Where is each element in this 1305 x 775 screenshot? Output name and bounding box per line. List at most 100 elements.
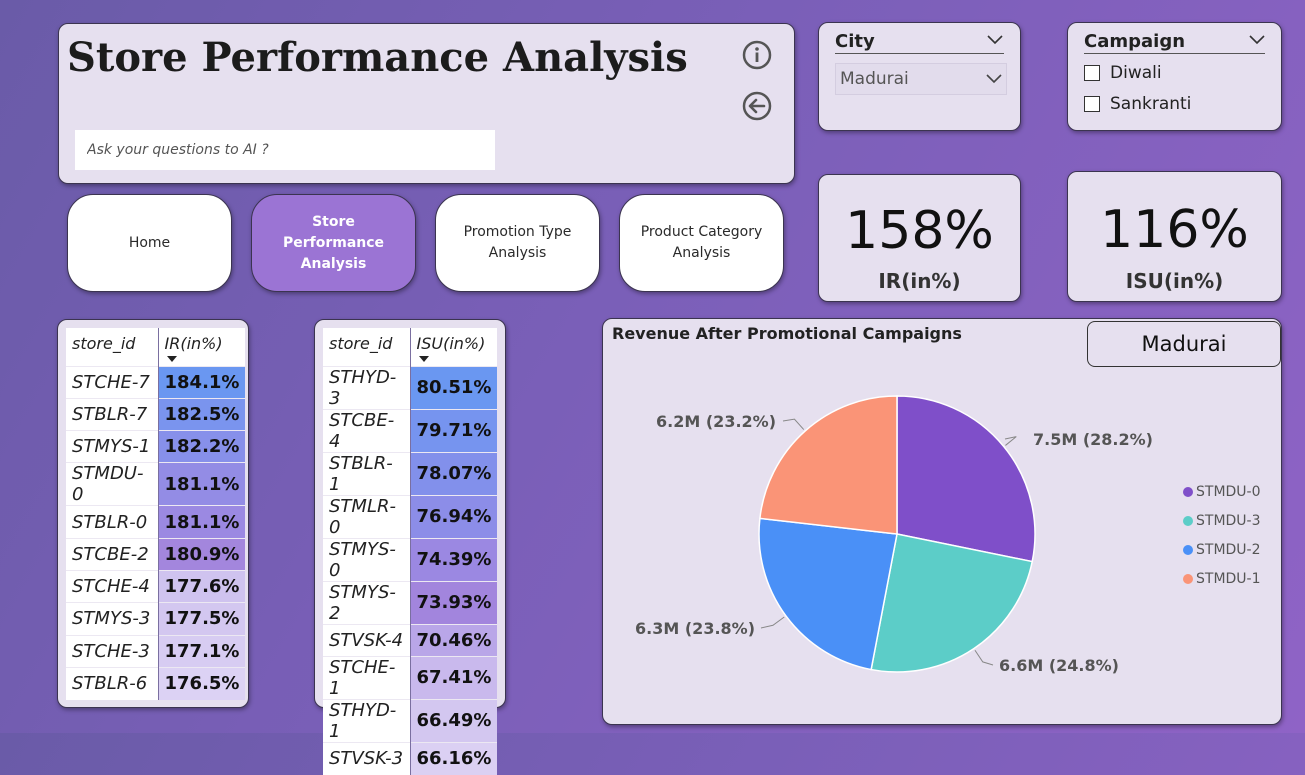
chart-title: Revenue After Promotional Campaigns (612, 324, 962, 343)
city-dropdown-value: Madurai (840, 69, 909, 89)
pie-data-label: 6.6M (24.8%) (999, 656, 1119, 675)
table-header-store-id[interactable]: store_id (323, 328, 410, 366)
table-row[interactable]: STCHE-3 177.1% (66, 634, 246, 668)
table-row[interactable]: STMYS-2 73.93% (323, 580, 498, 624)
value-cell: 182.5% (157, 397, 246, 431)
table-row[interactable]: STMYS-1 182.2% (66, 430, 246, 463)
product-category-button-label: Product Category Analysis (640, 224, 763, 261)
table-header-isu[interactable]: ISU(in%) (409, 328, 498, 366)
table-row[interactable]: STMLR-0 76.94% (323, 494, 498, 538)
revenue-pie-chart: 7.5M (28.2%) 6.6M (24.8%) 6.3M (23.8%) 6.2M… (635, 395, 1153, 675)
table-row[interactable]: STBLR-1 78.07% (323, 451, 498, 495)
pie-data-label: 6.2M (23.2%) (656, 412, 776, 431)
table-row[interactable]: STHYD-3 80.51% (323, 365, 498, 409)
store-performance-button-label: Store Performance Analysis (282, 213, 385, 272)
table-row[interactable]: STCHE-1 67.41% (323, 655, 498, 700)
city-slicer: City Madurai (818, 22, 1021, 131)
isu-table-card: store_id ISU(in%) STHYD-3 80.51% STCBE-4 79… (314, 319, 506, 775)
table-row[interactable]: STCHE-7 184.1% (66, 365, 246, 399)
legend-label: STMDU-3 (1196, 513, 1261, 529)
store-id-cell: STVSK-3 (323, 741, 410, 775)
table-row[interactable]: STCHE-4 177.6% (66, 569, 246, 603)
pie-slice-stmdu-0[interactable] (896, 395, 1036, 563)
store-id-cell: STMYS-1 (66, 430, 158, 463)
legend-dot (1183, 574, 1193, 584)
value-cell: 177.5% (157, 602, 246, 636)
store-id-cell: STBLR-1 (323, 451, 410, 495)
pie-slice-stmdu-3[interactable] (870, 533, 1034, 673)
value-cell: 177.6% (157, 569, 246, 603)
value-cell: 67.41% (409, 655, 498, 700)
leader-line (782, 418, 805, 430)
store-id-cell: STBLR-7 (66, 397, 158, 431)
table-header-store-id[interactable]: store_id (66, 328, 158, 366)
leader-line (974, 650, 994, 666)
info-circle-icon[interactable] (742, 40, 772, 70)
table-row[interactable]: STVSK-4 70.46% (323, 623, 498, 657)
campaign-option-sankranti[interactable]: Sankranti (1084, 94, 1191, 114)
table-row[interactable]: STMYS-0 74.39% (323, 537, 498, 581)
store-performance-button[interactable]: Store Performance Analysis (251, 194, 416, 292)
ir-kpi-label: IR(in%) (878, 269, 961, 293)
store-id-cell: STMDU-0 (66, 462, 158, 506)
store-id-cell: STMLR-0 (323, 494, 410, 538)
pie-slice-stmdu-1[interactable] (759, 395, 898, 535)
home-button[interactable]: Home (67, 194, 232, 292)
revenue-pie-card: 7.5M (28.2%) 6.6M (24.8%) 6.3M (23.8%) 6.2M… (602, 318, 1282, 725)
value-cell: 177.1% (157, 634, 246, 668)
ir-table: store_id IR(in%) STCHE-7 184.1% STBLR-7 182… (66, 328, 246, 700)
sort-descending-icon (166, 355, 177, 362)
legend-label: STMDU-1 (1196, 571, 1261, 587)
table-row[interactable]: STHYD-1 66.49% (323, 698, 498, 743)
pie-slice-stmdu-2[interactable] (758, 517, 898, 671)
table-header-ir[interactable]: IR(in%) (157, 328, 246, 366)
legend-label: STMDU-0 (1196, 484, 1261, 500)
store-id-cell: STMYS-2 (323, 580, 410, 624)
value-cell: 184.1% (157, 365, 246, 399)
table-row[interactable]: STBLR-6 176.5% (66, 666, 246, 700)
table-row[interactable]: STBLR-7 182.5% (66, 397, 246, 431)
promotion-type-button[interactable]: Promotion Type Analysis (435, 194, 600, 292)
store-id-cell: STCBE-4 (323, 408, 410, 452)
leader-line (1004, 436, 1017, 446)
chevron-down-icon[interactable] (987, 35, 1003, 45)
back-arrow-icon[interactable] (742, 91, 772, 121)
campaign-slicer-divider (1084, 53, 1265, 54)
table-row[interactable]: STVSK-3 66.16% (323, 741, 498, 775)
city-tag: Madurai (1087, 321, 1281, 367)
value-cell: 181.1% (157, 462, 246, 506)
value-cell: 180.9% (157, 537, 246, 571)
store-id-cell: STBLR-6 (66, 666, 158, 700)
checkbox[interactable] (1084, 96, 1100, 112)
title-card: Store Performance Analysis (58, 23, 795, 184)
isu-kpi-value: 116% (1100, 200, 1249, 260)
ask-ai-input[interactable] (75, 130, 495, 170)
table-row[interactable]: STCBE-4 79.71% (323, 408, 498, 452)
checkbox[interactable] (1084, 65, 1100, 81)
legend-item[interactable]: STMDU-0 (1183, 484, 1261, 500)
product-category-button[interactable]: Product Category Analysis (619, 194, 784, 292)
store-id-cell: STCHE-1 (323, 655, 410, 700)
sort-descending-icon (418, 355, 429, 362)
legend-item[interactable]: STMDU-3 (1183, 513, 1261, 529)
legend-item[interactable]: STMDU-2 (1183, 542, 1261, 558)
legend-item[interactable]: STMDU-1 (1183, 571, 1261, 587)
chevron-down-icon[interactable] (1249, 35, 1265, 45)
store-id-cell: STHYD-3 (323, 365, 410, 409)
store-id-cell: STCHE-4 (66, 569, 158, 603)
store-id-cell: STBLR-0 (66, 505, 158, 539)
city-dropdown[interactable]: Madurai (835, 63, 1007, 95)
campaign-slicer: Campaign Diwali Sankranti (1067, 22, 1282, 131)
table-header-ir-label: IR(in%) (164, 334, 223, 353)
value-cell: 79.71% (409, 408, 498, 452)
value-cell: 74.39% (409, 537, 498, 581)
table-row[interactable]: STCBE-2 180.9% (66, 537, 246, 571)
store-id-cell: STMYS-3 (66, 602, 158, 636)
legend-label: STMDU-2 (1196, 542, 1261, 558)
store-id-cell: STMYS-0 (323, 537, 410, 581)
campaign-option-diwali[interactable]: Diwali (1084, 63, 1162, 83)
table-row[interactable]: STBLR-0 181.1% (66, 505, 246, 539)
table-row[interactable]: STMYS-3 177.5% (66, 602, 246, 636)
value-cell: 76.94% (409, 494, 498, 538)
table-row[interactable]: STMDU-0 181.1% (66, 462, 246, 506)
